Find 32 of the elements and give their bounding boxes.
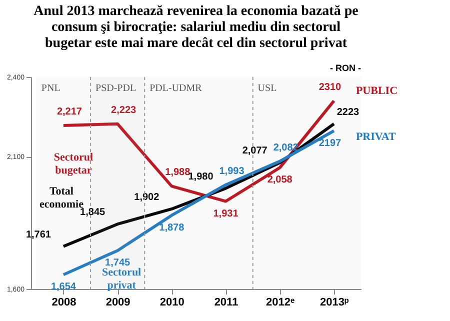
x-tick-label: 2010 xyxy=(160,296,184,308)
data-label: 2,077 xyxy=(242,146,268,157)
series-label: Sectorul privat xyxy=(102,266,142,292)
data-label: 2,058 xyxy=(267,174,293,186)
data-label: 1,931 xyxy=(213,208,239,220)
band-label: PNL xyxy=(41,83,60,94)
data-label: 1,878 xyxy=(159,222,185,234)
data-label: 1,902 xyxy=(134,192,160,203)
annotation: PUBLIC xyxy=(356,84,398,97)
band-label: USL xyxy=(258,83,277,94)
data-label: 1,988 xyxy=(165,167,191,178)
data-label: 1,761 xyxy=(26,229,52,240)
text: Sectorul bugetar xyxy=(54,151,94,176)
x-tick-label: 2008 xyxy=(52,296,76,308)
data-label: 2,223 xyxy=(111,104,137,116)
data-label: 1,745 xyxy=(105,258,131,269)
data-label: 1,993 xyxy=(219,166,245,177)
x-tick-label: 2011 xyxy=(214,296,238,308)
data-label: 2,217 xyxy=(56,106,82,118)
chart-title: Anul 2013 marchează revenirea la economia bazată pe consum şi birocraţie: salariul mediu din sectorul bugetar este mai mare decât cel din sectorul privat xyxy=(34,4,358,51)
band-label: PDL-UDMR xyxy=(150,83,202,94)
band-label: PSD-PDL xyxy=(96,83,136,94)
x-tick-label: 2012ᵉ xyxy=(266,296,295,308)
x-tick-label: 2009 xyxy=(106,296,130,308)
data-label: 2223 xyxy=(336,106,360,118)
data-label: 2197 xyxy=(318,138,342,149)
x-tick-label: 2013ᵖ xyxy=(320,296,350,308)
data-label: 1,845 xyxy=(80,207,106,218)
data-label: 1,654 xyxy=(50,282,76,293)
text: - RON - xyxy=(330,63,361,73)
annotation: PRIVAT xyxy=(356,130,397,143)
data-label: 2310 xyxy=(318,82,342,93)
